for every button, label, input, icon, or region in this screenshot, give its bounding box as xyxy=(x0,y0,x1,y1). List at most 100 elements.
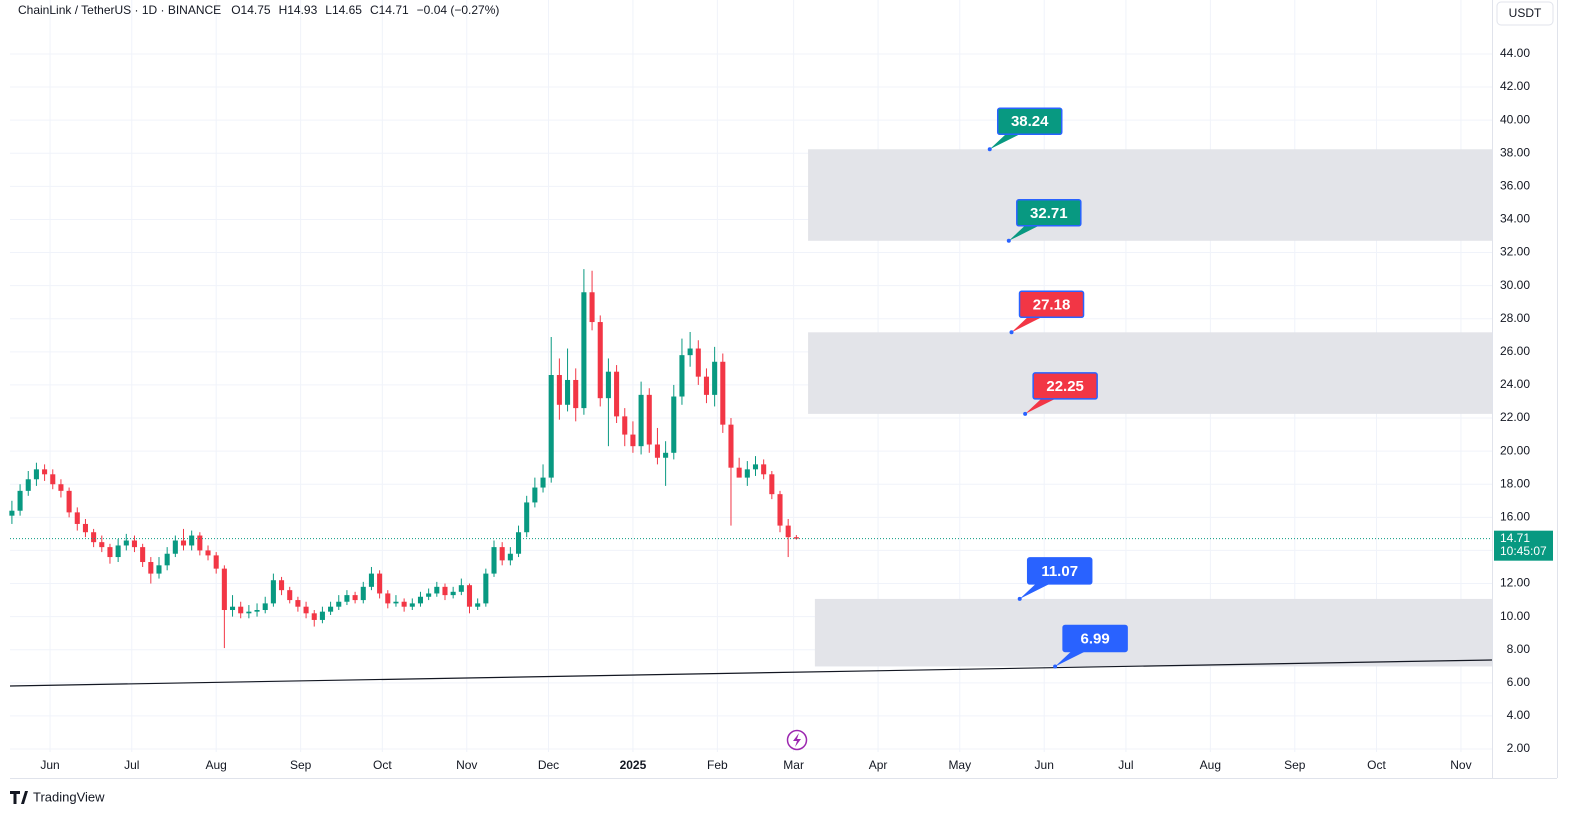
candle-body xyxy=(679,355,685,397)
ohlc-legend: O14.75 H14.93 L14.65 C14.71 −0.04 (−0.27%) xyxy=(231,3,499,17)
candle-body xyxy=(319,611,325,620)
callout-label: 27.18 xyxy=(1033,296,1071,313)
y-tick-label: 24.00 xyxy=(1500,377,1530,391)
candle-body xyxy=(352,595,358,601)
candle-body xyxy=(687,348,693,356)
callout-anchor xyxy=(1023,411,1028,416)
candle-body xyxy=(630,434,636,447)
callout-pointer xyxy=(1055,651,1086,667)
candle-body xyxy=(368,573,374,587)
callout-box xyxy=(1018,290,1085,319)
callout-anchor xyxy=(1053,664,1058,669)
y-tick-label: 26.00 xyxy=(1500,344,1530,358)
candle-body xyxy=(524,502,530,533)
x-tick-label: Jun xyxy=(40,758,59,772)
callout-box xyxy=(1026,557,1093,585)
callout-box xyxy=(1062,624,1128,653)
y-tick-label: 12.00 xyxy=(1500,576,1530,590)
price-zone xyxy=(808,149,1492,241)
x-tick-label: 2025 xyxy=(620,758,647,772)
candle-body xyxy=(123,540,129,546)
candle-body xyxy=(287,590,293,601)
candle-body xyxy=(360,586,366,601)
candle-body xyxy=(434,586,440,594)
callout-pointer xyxy=(1025,398,1056,414)
candle-body xyxy=(663,452,669,458)
candle-body xyxy=(189,535,195,546)
candle-body xyxy=(703,376,709,395)
x-tick-label: Sep xyxy=(1284,758,1306,772)
x-tick-label: Oct xyxy=(1367,758,1386,772)
candle-body xyxy=(614,371,620,417)
last-price-badge xyxy=(1494,530,1553,561)
candle-body xyxy=(140,547,146,563)
currency-button[interactable] xyxy=(1496,1,1554,26)
candle-body xyxy=(229,606,236,611)
callout-label: 32.71 xyxy=(1030,205,1068,222)
candle-body xyxy=(213,555,219,569)
candle-body xyxy=(793,537,799,539)
candle-body xyxy=(556,375,562,405)
candle-body xyxy=(483,573,489,604)
price-zone xyxy=(814,598,1492,667)
y-tick-label: 10.00 xyxy=(1500,609,1530,623)
candle-body xyxy=(426,593,432,597)
candle-body xyxy=(9,510,15,516)
x-tick-label: Nov xyxy=(1450,758,1471,772)
candle-body xyxy=(458,585,464,592)
candle-body xyxy=(744,469,750,478)
callout-anchor xyxy=(1006,238,1011,243)
candle-body xyxy=(712,361,718,395)
x-tick-label: Apr xyxy=(869,758,888,772)
candle-body xyxy=(74,512,80,524)
candle-body xyxy=(303,606,309,614)
y-tick-label: 6.00 xyxy=(1507,675,1531,689)
candle-body xyxy=(777,494,783,526)
candle-body xyxy=(148,562,154,574)
y-tick-label: 8.00 xyxy=(1507,642,1531,656)
candle-body xyxy=(66,490,72,513)
candle-body xyxy=(761,464,767,475)
candle-body xyxy=(91,532,97,543)
x-tick-label: Oct xyxy=(373,758,392,772)
callout-anchor xyxy=(1017,596,1022,601)
ohlc-value: O14.75 xyxy=(231,3,271,17)
ohlc-value: H14.93 xyxy=(279,3,318,17)
candle-body xyxy=(752,464,759,470)
callouts-layer: 38.24 32.71 27.18 22.25 11.07 6.99 xyxy=(987,107,1128,669)
candle-body xyxy=(605,371,611,399)
brand-logo[interactable] xyxy=(10,791,28,804)
candle-body xyxy=(515,532,522,554)
x-tick-label: Aug xyxy=(206,758,227,772)
candle-body xyxy=(377,573,383,594)
candle-body xyxy=(736,467,742,478)
candle-body xyxy=(654,444,660,458)
candle-body xyxy=(728,424,734,468)
candle-body xyxy=(33,469,39,480)
candle-body xyxy=(262,603,268,611)
candle-body xyxy=(295,600,301,607)
candle-body xyxy=(507,553,513,561)
zones-layer xyxy=(808,149,1492,667)
candle-body xyxy=(115,545,121,558)
candle-body xyxy=(311,613,317,620)
ohlc-value: L14.65 xyxy=(325,3,362,17)
callout-pointer xyxy=(989,134,1020,150)
candle-body xyxy=(491,547,497,574)
axis-layer: 2.004.006.008.0010.0012.0014.0016.0018.0… xyxy=(40,46,1553,772)
candle-body xyxy=(25,479,31,491)
candle-body xyxy=(50,474,56,485)
candle-body xyxy=(785,525,791,538)
price-zone xyxy=(808,332,1492,414)
y-tick-label: 18.00 xyxy=(1500,476,1530,490)
currency-label[interactable]: USDT xyxy=(1509,6,1542,20)
y-tick-label: 36.00 xyxy=(1500,179,1530,193)
candle-body xyxy=(442,586,448,596)
y-tick-label: 16.00 xyxy=(1500,510,1530,524)
events-icon-bolt xyxy=(793,733,801,747)
brand-name[interactable]: TradingView xyxy=(33,789,105,804)
candle-body xyxy=(622,416,628,435)
x-tick-label: Aug xyxy=(1200,758,1221,772)
